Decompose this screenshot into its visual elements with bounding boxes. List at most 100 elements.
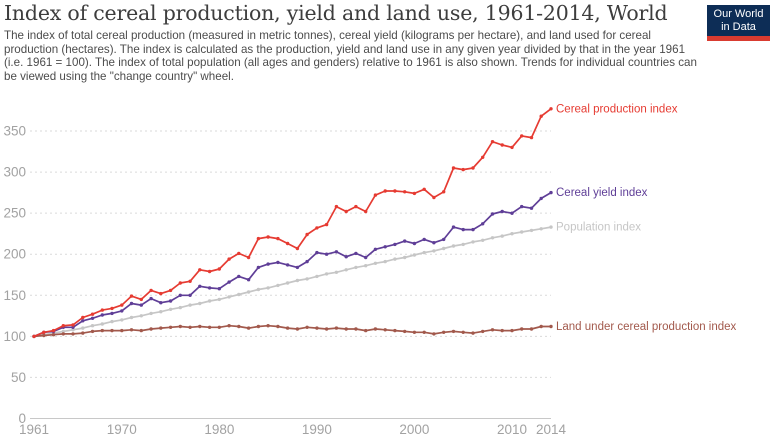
series-point-land-under-cereal-production-index (168, 325, 173, 329)
series-point-cereal-production-index (481, 155, 485, 159)
series-point-cereal-yield-index (354, 251, 358, 256)
series-point-cereal-production-index (61, 324, 65, 328)
series-point-population-index (266, 286, 270, 290)
series-point-cereal-production-index (461, 167, 465, 172)
series-point-cereal-yield-index (315, 250, 319, 255)
x-tick-label-2000: 2000 (399, 422, 429, 437)
series-point-land-under-cereal-production-index (71, 332, 75, 336)
series-point-land-under-cereal-production-index (266, 324, 270, 328)
series-point-population-index (539, 227, 543, 231)
series-point-population-index (520, 230, 524, 234)
series-point-land-under-cereal-production-index (246, 326, 251, 330)
series-point-cereal-yield-index (120, 309, 124, 313)
series-point-cereal-yield-index (188, 293, 192, 297)
series-label-land-under-cereal-production-index[interactable]: Land under cereal production index (556, 321, 737, 333)
series-point-land-under-cereal-production-index (490, 328, 495, 332)
series-point-cereal-yield-index (237, 274, 241, 279)
series-point-cereal-production-index (246, 255, 251, 260)
series-point-land-under-cereal-production-index (354, 327, 358, 331)
series-point-cereal-yield-index (295, 265, 300, 270)
series-point-cereal-yield-index (149, 296, 153, 301)
series-point-cereal-production-index (71, 323, 75, 327)
series-point-land-under-cereal-production-index (198, 324, 202, 329)
series-point-cereal-production-index (198, 268, 202, 272)
series-point-cereal-yield-index (334, 250, 339, 254)
series-point-cereal-production-index (42, 330, 46, 334)
series-point-cereal-production-index (539, 114, 543, 118)
series-label-cereal-yield-index[interactable]: Cereal yield index (556, 187, 648, 199)
series-point-cereal-production-index (403, 190, 407, 194)
series-point-cereal-production-index (227, 257, 231, 261)
series-point-population-index (383, 259, 387, 264)
series-point-cereal-yield-index (490, 212, 495, 216)
series-point-cereal-yield-index (276, 260, 280, 265)
series-point-population-index (100, 322, 105, 326)
series-point-cereal-production-index (490, 140, 495, 144)
series-point-cereal-yield-index (393, 242, 397, 247)
series-point-cereal-production-index (471, 166, 475, 170)
series-point-cereal-yield-index (246, 278, 251, 282)
series-point-cereal-production-index (178, 281, 182, 285)
series-point-population-index (432, 249, 436, 253)
series-point-population-index (71, 328, 75, 332)
series-point-cereal-yield-index (432, 241, 436, 245)
series-point-land-under-cereal-production-index (81, 331, 85, 335)
series-point-cereal-yield-index (364, 255, 368, 260)
chart-canvas[interactable]: 0 50 100 150 200 250 300 350 1961 1970 1980 1990 200… (0, 94, 774, 439)
series-point-land-under-cereal-production-index (110, 328, 114, 333)
series-point-cereal-production-index (354, 204, 358, 209)
series-point-cereal-yield-index (344, 255, 348, 259)
series-point-population-index (227, 295, 231, 299)
series-point-cereal-production-index (510, 145, 514, 150)
series-point-population-index (168, 307, 173, 311)
series-point-population-index (549, 225, 553, 229)
series-point-cereal-yield-index (305, 259, 309, 264)
series-point-population-index (334, 270, 339, 274)
series-point-population-index (451, 244, 456, 248)
series-label-population-index[interactable]: Population index (556, 222, 641, 234)
series-point-land-under-cereal-production-index (61, 332, 65, 336)
y-tick-label-100: 100 (3, 329, 26, 344)
series-point-cereal-yield-index (285, 263, 290, 267)
y-tick-label-300: 300 (3, 165, 26, 180)
series-point-population-index (324, 272, 329, 276)
series-point-cereal-production-index (334, 204, 339, 209)
series-point-land-under-cereal-production-index (90, 329, 95, 334)
series-point-population-index (237, 292, 241, 297)
series-point-cereal-yield-index (207, 286, 212, 290)
series-point-land-under-cereal-production-index (442, 330, 446, 334)
series-point-land-under-cereal-production-index (520, 327, 524, 331)
series-point-cereal-production-index (159, 291, 163, 296)
series-point-land-under-cereal-production-index (149, 327, 153, 331)
series-point-population-index (217, 297, 221, 302)
series-point-land-under-cereal-production-index (256, 324, 261, 329)
series-point-population-index (110, 319, 114, 324)
series-point-population-index (295, 278, 300, 283)
series-point-cereal-yield-index (198, 284, 202, 288)
series-point-population-index (510, 232, 514, 236)
series-point-population-index (461, 242, 465, 247)
series-point-cereal-production-index (129, 294, 134, 298)
series-point-cereal-yield-index (159, 301, 163, 305)
series-point-cereal-production-index (188, 279, 192, 283)
series-point-land-under-cereal-production-index (285, 326, 290, 330)
series-point-cereal-production-index (451, 166, 456, 170)
series-point-cereal-yield-index (500, 209, 504, 214)
series-point-land-under-cereal-production-index (471, 331, 475, 335)
series-point-population-index (481, 238, 485, 242)
owid-logo[interactable]: Our World in Data (707, 5, 770, 41)
series-point-land-under-cereal-production-index (549, 324, 553, 329)
series-point-cereal-production-index (256, 236, 261, 241)
series-point-cereal-production-index (237, 251, 241, 256)
series-point-cereal-yield-index (139, 303, 143, 307)
series-point-land-under-cereal-production-index (295, 327, 300, 331)
owid-logo-line1: Our World (713, 8, 764, 20)
series-point-population-index (81, 326, 85, 330)
page-title: Index of cereal production, yield and la… (4, 1, 668, 25)
series-point-cereal-yield-index (412, 241, 417, 246)
series-point-land-under-cereal-production-index (451, 329, 456, 334)
series-label-cereal-production-index[interactable]: Cereal production index (556, 103, 678, 115)
series-point-cereal-yield-index (227, 280, 231, 284)
series-point-cereal-production-index (520, 134, 524, 138)
series-point-land-under-cereal-production-index (344, 327, 348, 331)
